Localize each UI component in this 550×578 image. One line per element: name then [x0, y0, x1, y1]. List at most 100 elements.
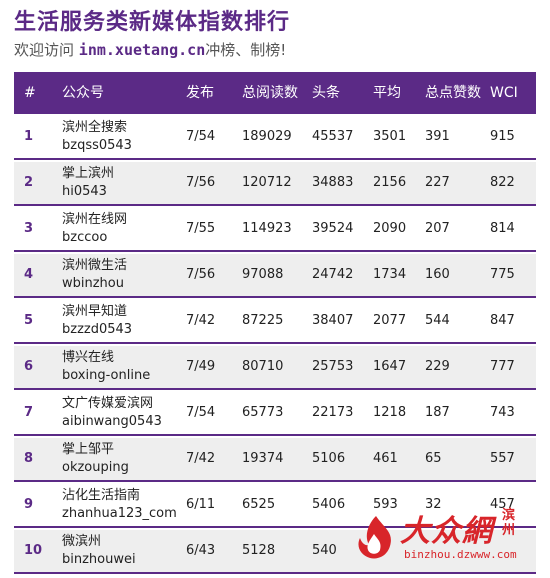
likes-cell: 160 — [425, 267, 450, 282]
row-rank: 1 — [24, 129, 34, 144]
likes-cell: 227 — [425, 175, 450, 190]
published-cell: 7/42 — [186, 313, 216, 328]
headline-cell: 24742 — [312, 267, 354, 282]
average-cell: 2077 — [373, 313, 407, 328]
row-rank: 6 — [24, 359, 34, 374]
headline-cell: 540 — [312, 543, 337, 558]
account-name: 博兴在线 — [62, 350, 115, 365]
col-rank: # — [24, 85, 36, 101]
published-cell: 7/56 — [186, 175, 216, 190]
page-header: 生活服务类新媒体指数排行 欢迎访问 inm.xuetang.cn冲榜、制榜! — [14, 8, 536, 76]
likes-cell: 207 — [425, 221, 450, 236]
subtitle-suffix: 冲榜、制榜! — [205, 41, 287, 59]
account-name: 文广传媒爱滨网 — [62, 396, 154, 411]
table-row: 3 滨州在线网 bzccoo 7/55 114923 39524 2090 20… — [14, 208, 536, 252]
average-cell: 1218 — [373, 405, 407, 420]
account-name: 滨州早知道 — [62, 304, 128, 319]
published-cell: 7/54 — [186, 405, 216, 420]
row-rank: 5 — [24, 313, 34, 328]
brand-name: 大众網 — [400, 514, 493, 549]
row-rank: 3 — [24, 221, 34, 236]
table-row: 2 掌上滨州 hi0543 7/56 120712 34883 2156 227… — [14, 162, 536, 206]
likes-cell: 32 — [425, 497, 442, 512]
table-row: 5 滨州早知道 bzzzd0543 7/42 87225 38407 2077 … — [14, 300, 536, 344]
average-cell: 1734 — [373, 267, 407, 282]
account-id: bzzzd0543 — [62, 322, 133, 337]
total-reads-cell: 87225 — [242, 313, 284, 328]
wci-cell: 847 — [490, 313, 515, 328]
headline-cell: 38407 — [312, 313, 354, 328]
row-rank: 8 — [24, 451, 34, 466]
col-average: 平均 — [373, 85, 401, 101]
total-reads-cell: 120712 — [242, 175, 292, 190]
row-rank: 10 — [24, 543, 43, 558]
page-subtitle: 欢迎访问 inm.xuetang.cn冲榜、制榜! — [14, 40, 536, 60]
headline-cell: 5406 — [312, 497, 346, 512]
likes-cell: 229 — [425, 359, 450, 374]
published-cell: 7/56 — [186, 267, 216, 282]
col-account: 公众号 — [62, 85, 104, 101]
likes-cell: 391 — [425, 129, 450, 144]
wci-cell: 822 — [490, 175, 515, 190]
flame-icon — [358, 516, 391, 559]
total-reads-cell: 65773 — [242, 405, 284, 420]
average-cell: 1647 — [373, 359, 407, 374]
account-id: bzccoo — [62, 230, 108, 245]
brand-city: 滨州 — [502, 508, 516, 538]
account-name: 掌上滨州 — [62, 166, 115, 181]
row-rank: 2 — [24, 175, 34, 190]
table-row: 10 微滨州 binzhouwei 6/43 5128 540 — [14, 530, 536, 574]
average-cell: 2156 — [373, 175, 407, 190]
col-published: 发布 — [186, 85, 214, 101]
headline-cell: 22173 — [312, 405, 354, 420]
wci-cell: 814 — [490, 221, 515, 236]
account-id: hi0543 — [62, 184, 107, 199]
published-cell: 7/42 — [186, 451, 216, 466]
account-id: bzqss0543 — [62, 138, 132, 153]
published-cell: 6/43 — [186, 543, 216, 558]
total-reads-cell: 6525 — [242, 497, 276, 512]
page-title: 生活服务类新媒体指数排行 — [14, 10, 291, 35]
col-wci: WCI — [490, 85, 518, 101]
wci-cell: 915 — [490, 129, 515, 144]
likes-cell: 187 — [425, 405, 450, 420]
headline-cell: 39524 — [312, 221, 354, 236]
account-id: okzouping — [62, 460, 129, 475]
headline-cell: 5106 — [312, 451, 346, 466]
row-rank: 4 — [24, 267, 34, 282]
account-name: 掌上邹平 — [62, 442, 115, 457]
ranking-table: # 公众号 发布 总阅读数 头条 平均 总点赞数 WCI 1 滨州全搜索 bzq… — [14, 72, 536, 574]
account-name: 滨州微生活 — [62, 258, 128, 273]
account-id: boxing-online — [62, 368, 151, 383]
average-cell: 3501 — [373, 129, 407, 144]
table-row: 1 滨州全搜索 bzqss0543 7/54 189029 45537 3501… — [14, 116, 536, 160]
account-id: aibinwang0543 — [62, 414, 162, 429]
average-cell: 461 — [373, 451, 398, 466]
col-likes: 总点赞数 — [425, 85, 481, 101]
wci-cell: 557 — [490, 451, 515, 466]
table-row: 9 沾化生活指南 zhanhua123_com 6/11 6525 5406 5… — [14, 484, 536, 528]
col-headline: 头条 — [312, 85, 340, 101]
total-reads-cell: 189029 — [242, 129, 292, 144]
table-row: 8 掌上邹平 okzouping 7/42 19374 5106 461 65 … — [14, 438, 536, 482]
account-name: 沾化生活指南 — [62, 488, 141, 503]
average-cell: 593 — [373, 497, 398, 512]
watermark-logo: 大众網 滨州 binzhou.dzwww.com — [350, 504, 540, 574]
account-name: 滨州全搜索 — [62, 120, 128, 135]
total-reads-cell: 5128 — [242, 543, 276, 558]
wci-cell: 457 — [490, 497, 515, 512]
account-name: 滨州在线网 — [62, 212, 128, 227]
row-rank: 9 — [24, 497, 34, 512]
row-rank: 7 — [24, 405, 34, 420]
account-id: wbinzhou — [62, 276, 124, 291]
published-cell: 6/11 — [186, 497, 216, 512]
site-link[interactable]: inm.xuetang.cn — [78, 41, 206, 59]
total-reads-cell: 80710 — [242, 359, 284, 374]
table-row: 6 博兴在线 boxing-online 7/49 80710 25753 16… — [14, 346, 536, 390]
headline-cell: 34883 — [312, 175, 354, 190]
table-header: # 公众号 发布 总阅读数 头条 平均 总点赞数 WCI — [14, 72, 536, 114]
wci-cell: 775 — [490, 267, 515, 282]
total-reads-cell: 19374 — [242, 451, 284, 466]
account-name: 微滨州 — [62, 534, 102, 549]
likes-cell: 544 — [425, 313, 450, 328]
